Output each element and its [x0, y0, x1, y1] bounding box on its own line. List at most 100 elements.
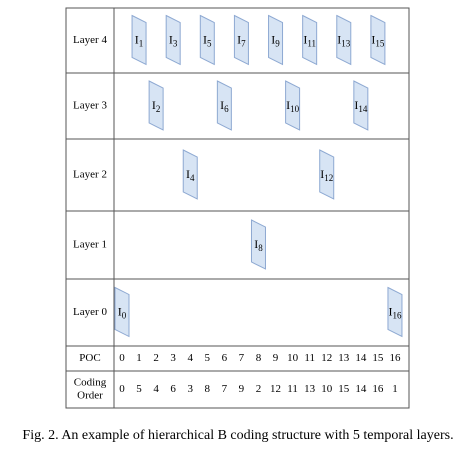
coding-order-value: 14 [355, 383, 367, 395]
frame [199, 14, 215, 66]
poc-value: 9 [273, 352, 279, 364]
frame-subscript: 3 [173, 39, 178, 49]
poc-value: 11 [304, 352, 315, 364]
coding-order-value: 8 [205, 383, 211, 395]
frame-letter: I [118, 304, 122, 318]
frame-subscript: 11 [307, 39, 316, 49]
frame [336, 14, 352, 66]
poc-value: 0 [119, 352, 125, 364]
coding-order-value: 4 [153, 383, 159, 395]
frame-subscript: 6 [224, 104, 229, 114]
frame-label: I10 [286, 98, 300, 114]
frame-label: I7 [237, 32, 246, 48]
coding-order-value: 0 [119, 383, 125, 395]
frame [370, 14, 386, 66]
frame-letter: I [388, 304, 392, 318]
coding-order-value: 13 [304, 383, 316, 395]
poc-value: 1 [136, 352, 142, 364]
frame [302, 14, 318, 66]
frame-subscript: 12 [324, 173, 333, 183]
frame [387, 286, 403, 338]
coding-order-label: Order [77, 390, 103, 402]
frame-subscript: 7 [241, 39, 246, 49]
frame-letter: I [320, 167, 324, 181]
frame-label: I16 [388, 304, 402, 320]
coding-order-value: 12 [270, 383, 281, 395]
coding-order-value: 9 [239, 383, 245, 395]
frame-label: I1 [135, 32, 144, 48]
frame-letter: I [152, 98, 156, 112]
frame-subscript: 0 [122, 311, 127, 321]
frame-subscript: 1 [139, 39, 144, 49]
frame-letter: I [371, 32, 375, 46]
coding-order-value: 6 [170, 383, 176, 395]
frame [148, 80, 164, 131]
frame-label: I5 [203, 32, 212, 48]
poc-value: 10 [287, 352, 299, 364]
frame-letter: I [286, 98, 290, 112]
coding-order-value: 11 [287, 383, 298, 395]
layer-label: Layer 2 [73, 169, 107, 181]
poc-value: 5 [205, 352, 211, 364]
frame-subscript: 15 [375, 39, 385, 49]
frame [353, 80, 369, 131]
frame-letter: I [303, 32, 307, 46]
frame-subscript: 16 [392, 311, 402, 321]
poc-value: 7 [239, 352, 245, 364]
coding-order-value: 3 [187, 383, 193, 395]
coding-order-value: 1 [392, 383, 398, 395]
frame-letter: I [254, 237, 258, 251]
poc-value: 6 [222, 352, 228, 364]
table-border [65, 7, 410, 409]
frame-letter: I [135, 32, 139, 46]
poc-value: 16 [389, 352, 401, 364]
frame-subscript: 9 [275, 39, 280, 49]
frame-label: I0 [118, 304, 127, 320]
poc-value: 2 [153, 352, 159, 364]
poc-value: 3 [170, 352, 176, 364]
frame-letter: I [337, 32, 341, 46]
poc-label: POC [79, 352, 100, 364]
frame [233, 14, 249, 66]
frame-label: I4 [186, 167, 195, 183]
frame-label: I13 [337, 32, 351, 48]
frame-letter: I [169, 32, 173, 46]
layer-label: Layer 4 [73, 34, 107, 46]
poc-value: 13 [338, 352, 350, 364]
frame [250, 219, 266, 270]
frame-letter: I [203, 32, 207, 46]
layer-label: Layer 0 [73, 306, 107, 318]
frame [268, 14, 284, 66]
frame-label: I9 [271, 32, 280, 48]
frame [182, 149, 198, 200]
frame-letter: I [271, 32, 275, 46]
frame-label: I8 [254, 237, 263, 253]
frame [285, 80, 301, 131]
frame-label: I6 [220, 98, 229, 114]
coding-order-value: 7 [222, 383, 228, 395]
frame [165, 14, 181, 66]
coding-order-value: 2 [256, 383, 262, 395]
frame-subscript: 10 [290, 104, 300, 114]
frame-letter: I [354, 98, 358, 112]
frame-letter: I [237, 32, 241, 46]
frame-label: I11 [303, 32, 316, 48]
coding-order-value: 5 [136, 383, 142, 395]
frame [319, 149, 335, 200]
frame-label: I12 [320, 167, 333, 183]
poc-value: 15 [372, 352, 384, 364]
poc-value: 14 [355, 352, 367, 364]
frame-subscript: 8 [258, 243, 263, 253]
coding-order-value: 15 [338, 383, 350, 395]
frame-label: I3 [169, 32, 178, 48]
caption: Fig. 2. An example of hierarchical B cod… [22, 428, 453, 443]
frame-subscript: 4 [190, 173, 195, 183]
poc-value: 12 [321, 352, 332, 364]
frame [131, 14, 147, 66]
layer-label: Layer 1 [73, 239, 107, 251]
frame-label: I14 [354, 98, 368, 114]
coding-order-value: 10 [321, 383, 333, 395]
poc-value: 4 [187, 352, 193, 364]
frame-subscript: 13 [341, 39, 351, 49]
frame-label: I15 [371, 32, 385, 48]
